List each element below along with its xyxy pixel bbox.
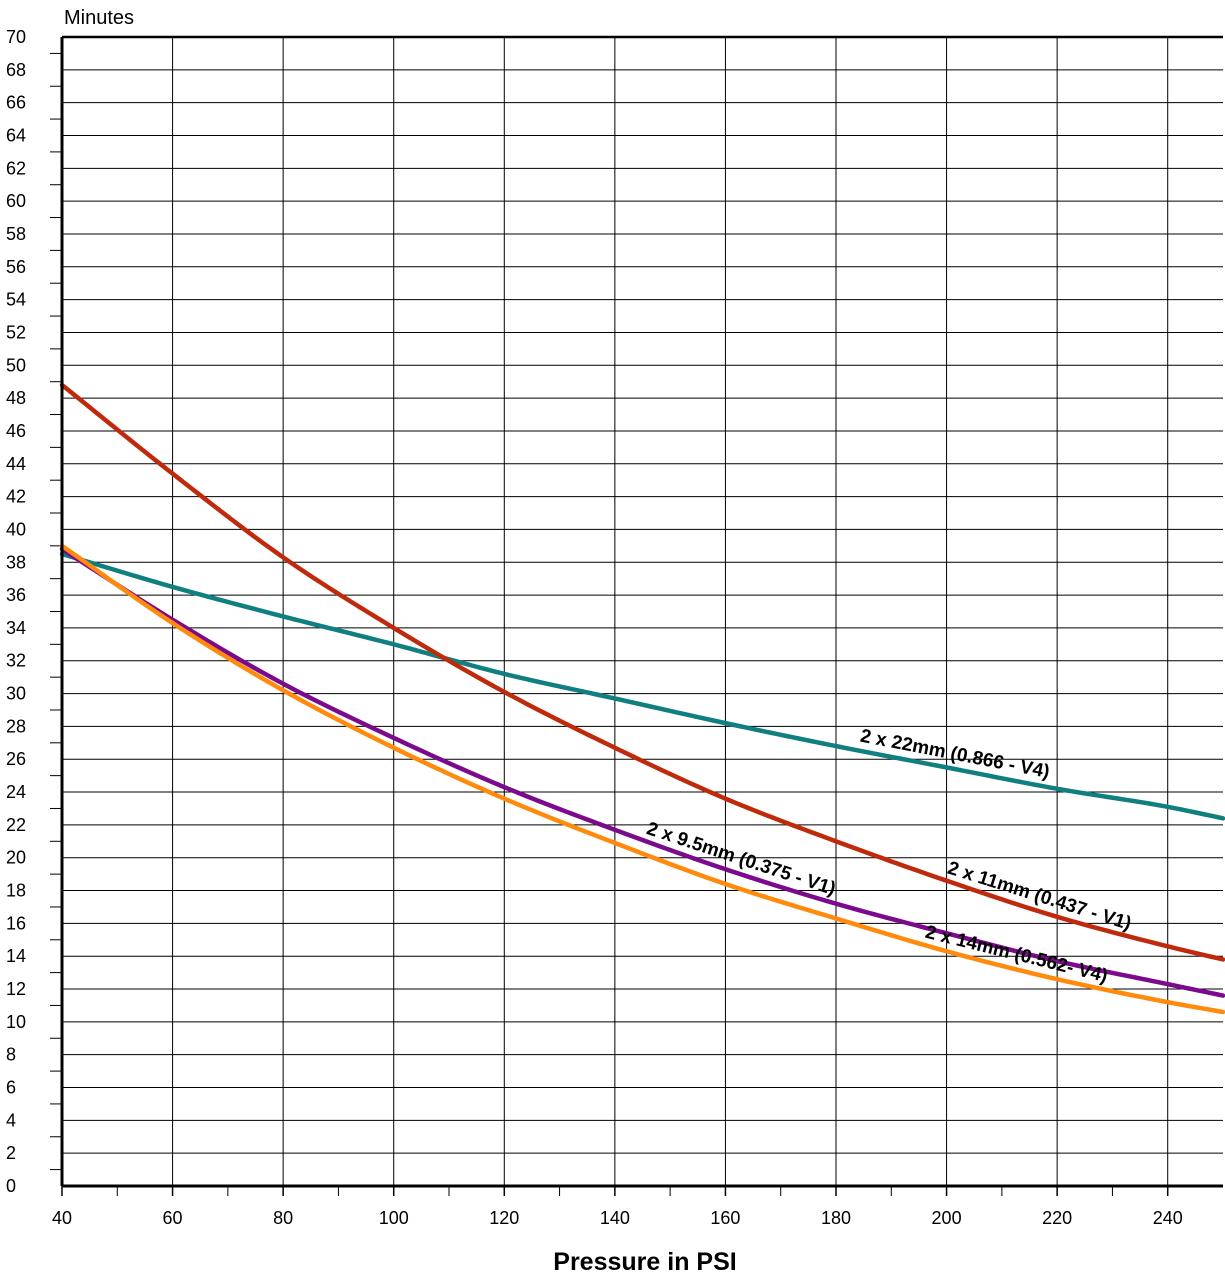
y-tick-label: 40: [6, 519, 26, 539]
y-tick-label: 2: [6, 1143, 16, 1163]
y-tick-label: 8: [6, 1045, 16, 1065]
y-tick-label: 62: [6, 158, 26, 178]
y-tick-label: 52: [6, 322, 26, 342]
y-tick-label: 12: [6, 979, 26, 999]
y-tick-label: 60: [6, 191, 26, 211]
x-tick-label: 160: [710, 1208, 740, 1228]
y-tick-label: 0: [6, 1176, 16, 1196]
x-tick-label: 180: [821, 1208, 851, 1228]
x-axis-title: Pressure in PSI: [553, 1248, 736, 1276]
series-line-3: [59, 543, 1225, 1015]
y-tick-label: 24: [6, 782, 26, 802]
y-tick-label: 4: [6, 1110, 16, 1130]
y-tick-label: 68: [6, 60, 26, 80]
y-tick-label: 6: [6, 1078, 16, 1098]
x-tick-label: 140: [600, 1208, 630, 1228]
y-tick-label: 18: [6, 881, 26, 901]
y-tick-label: 16: [6, 913, 26, 933]
y-tick-label: 22: [6, 815, 26, 835]
y-tick-label: 34: [6, 618, 26, 638]
y-tick-label: 56: [6, 257, 26, 277]
x-tick-label: 220: [1042, 1208, 1072, 1228]
x-tick-label: 40: [52, 1208, 72, 1228]
y-tick-label: 54: [6, 290, 26, 310]
x-tick-label: 240: [1153, 1208, 1183, 1228]
y-tick-label: 10: [6, 1012, 26, 1032]
y-tick-label: 30: [6, 684, 26, 704]
y-tick-label: 46: [6, 421, 26, 441]
y-tick-label: 44: [6, 454, 26, 474]
series-line-2: [59, 546, 1225, 998]
y-tick-label: 42: [6, 487, 26, 507]
x-tick-label: 60: [163, 1208, 183, 1228]
y-tick-label: 58: [6, 224, 26, 244]
y-tick-label: 26: [6, 749, 26, 769]
series-line-1: [59, 382, 1225, 962]
y-tick-label: 64: [6, 125, 26, 145]
y-tick-label: 50: [6, 355, 26, 375]
y-tick-label: 28: [6, 716, 26, 736]
y-axis-title: Minutes: [64, 7, 134, 29]
y-tick-label: 20: [6, 848, 26, 868]
series-line-0: [59, 551, 1225, 821]
y-tick-label: 66: [6, 93, 26, 113]
y-tick-label: 70: [6, 27, 26, 47]
x-tick-label: 120: [489, 1208, 519, 1228]
y-tick-label: 48: [6, 388, 26, 408]
y-tick-label: 36: [6, 585, 26, 605]
x-tick-label: 200: [932, 1208, 962, 1228]
series-lines: [59, 382, 1225, 1015]
ticks: 0246810121416182022242628303234363840424…: [6, 27, 1183, 1228]
grid: [62, 36, 1223, 1186]
x-tick-label: 100: [379, 1208, 409, 1228]
y-tick-label: 14: [6, 946, 26, 966]
axes: [60, 35, 1223, 1188]
series-labels: 2 x 22mm (0.866 - V4)2 x 11mm (0.437 - V…: [644, 726, 1134, 988]
y-tick-label: 32: [6, 651, 26, 671]
y-tick-label: 38: [6, 552, 26, 572]
x-tick-label: 80: [273, 1208, 293, 1228]
